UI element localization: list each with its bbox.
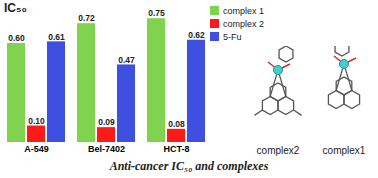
- svg-text:Bel-7402: Bel-7402: [88, 144, 125, 154]
- svg-text:0.62: 0.62: [188, 30, 205, 40]
- svg-text:A-549: A-549: [24, 144, 49, 154]
- svg-text:complex2: complex2: [257, 145, 300, 156]
- svg-text:0.61: 0.61: [48, 32, 65, 42]
- svg-text:0.75: 0.75: [148, 8, 165, 18]
- svg-text:HCT-8: HCT-8: [163, 144, 189, 154]
- html-text:IC₅₀: IC₅₀: [4, 1, 27, 15]
- html-text:complex 1: complex 1: [223, 5, 264, 16]
- svg-text:complex1: complex1: [323, 145, 366, 156]
- html-text:complex 2: complex 2: [223, 18, 264, 29]
- svg-text:0.09: 0.09: [98, 117, 115, 127]
- svg-text:0.47: 0.47: [118, 55, 135, 65]
- svg-text:0.08: 0.08: [168, 119, 185, 129]
- svg-text:0.72: 0.72: [78, 13, 95, 23]
- html-text:Anti-cancer IC₅₀ and complexes: Anti-cancer IC₅₀ and complexes: [109, 159, 269, 173]
- html-text:5-Fu: 5-Fu: [223, 31, 242, 42]
- svg-text:0.10: 0.10: [28, 116, 45, 126]
- svg-text:0.60: 0.60: [8, 33, 25, 43]
